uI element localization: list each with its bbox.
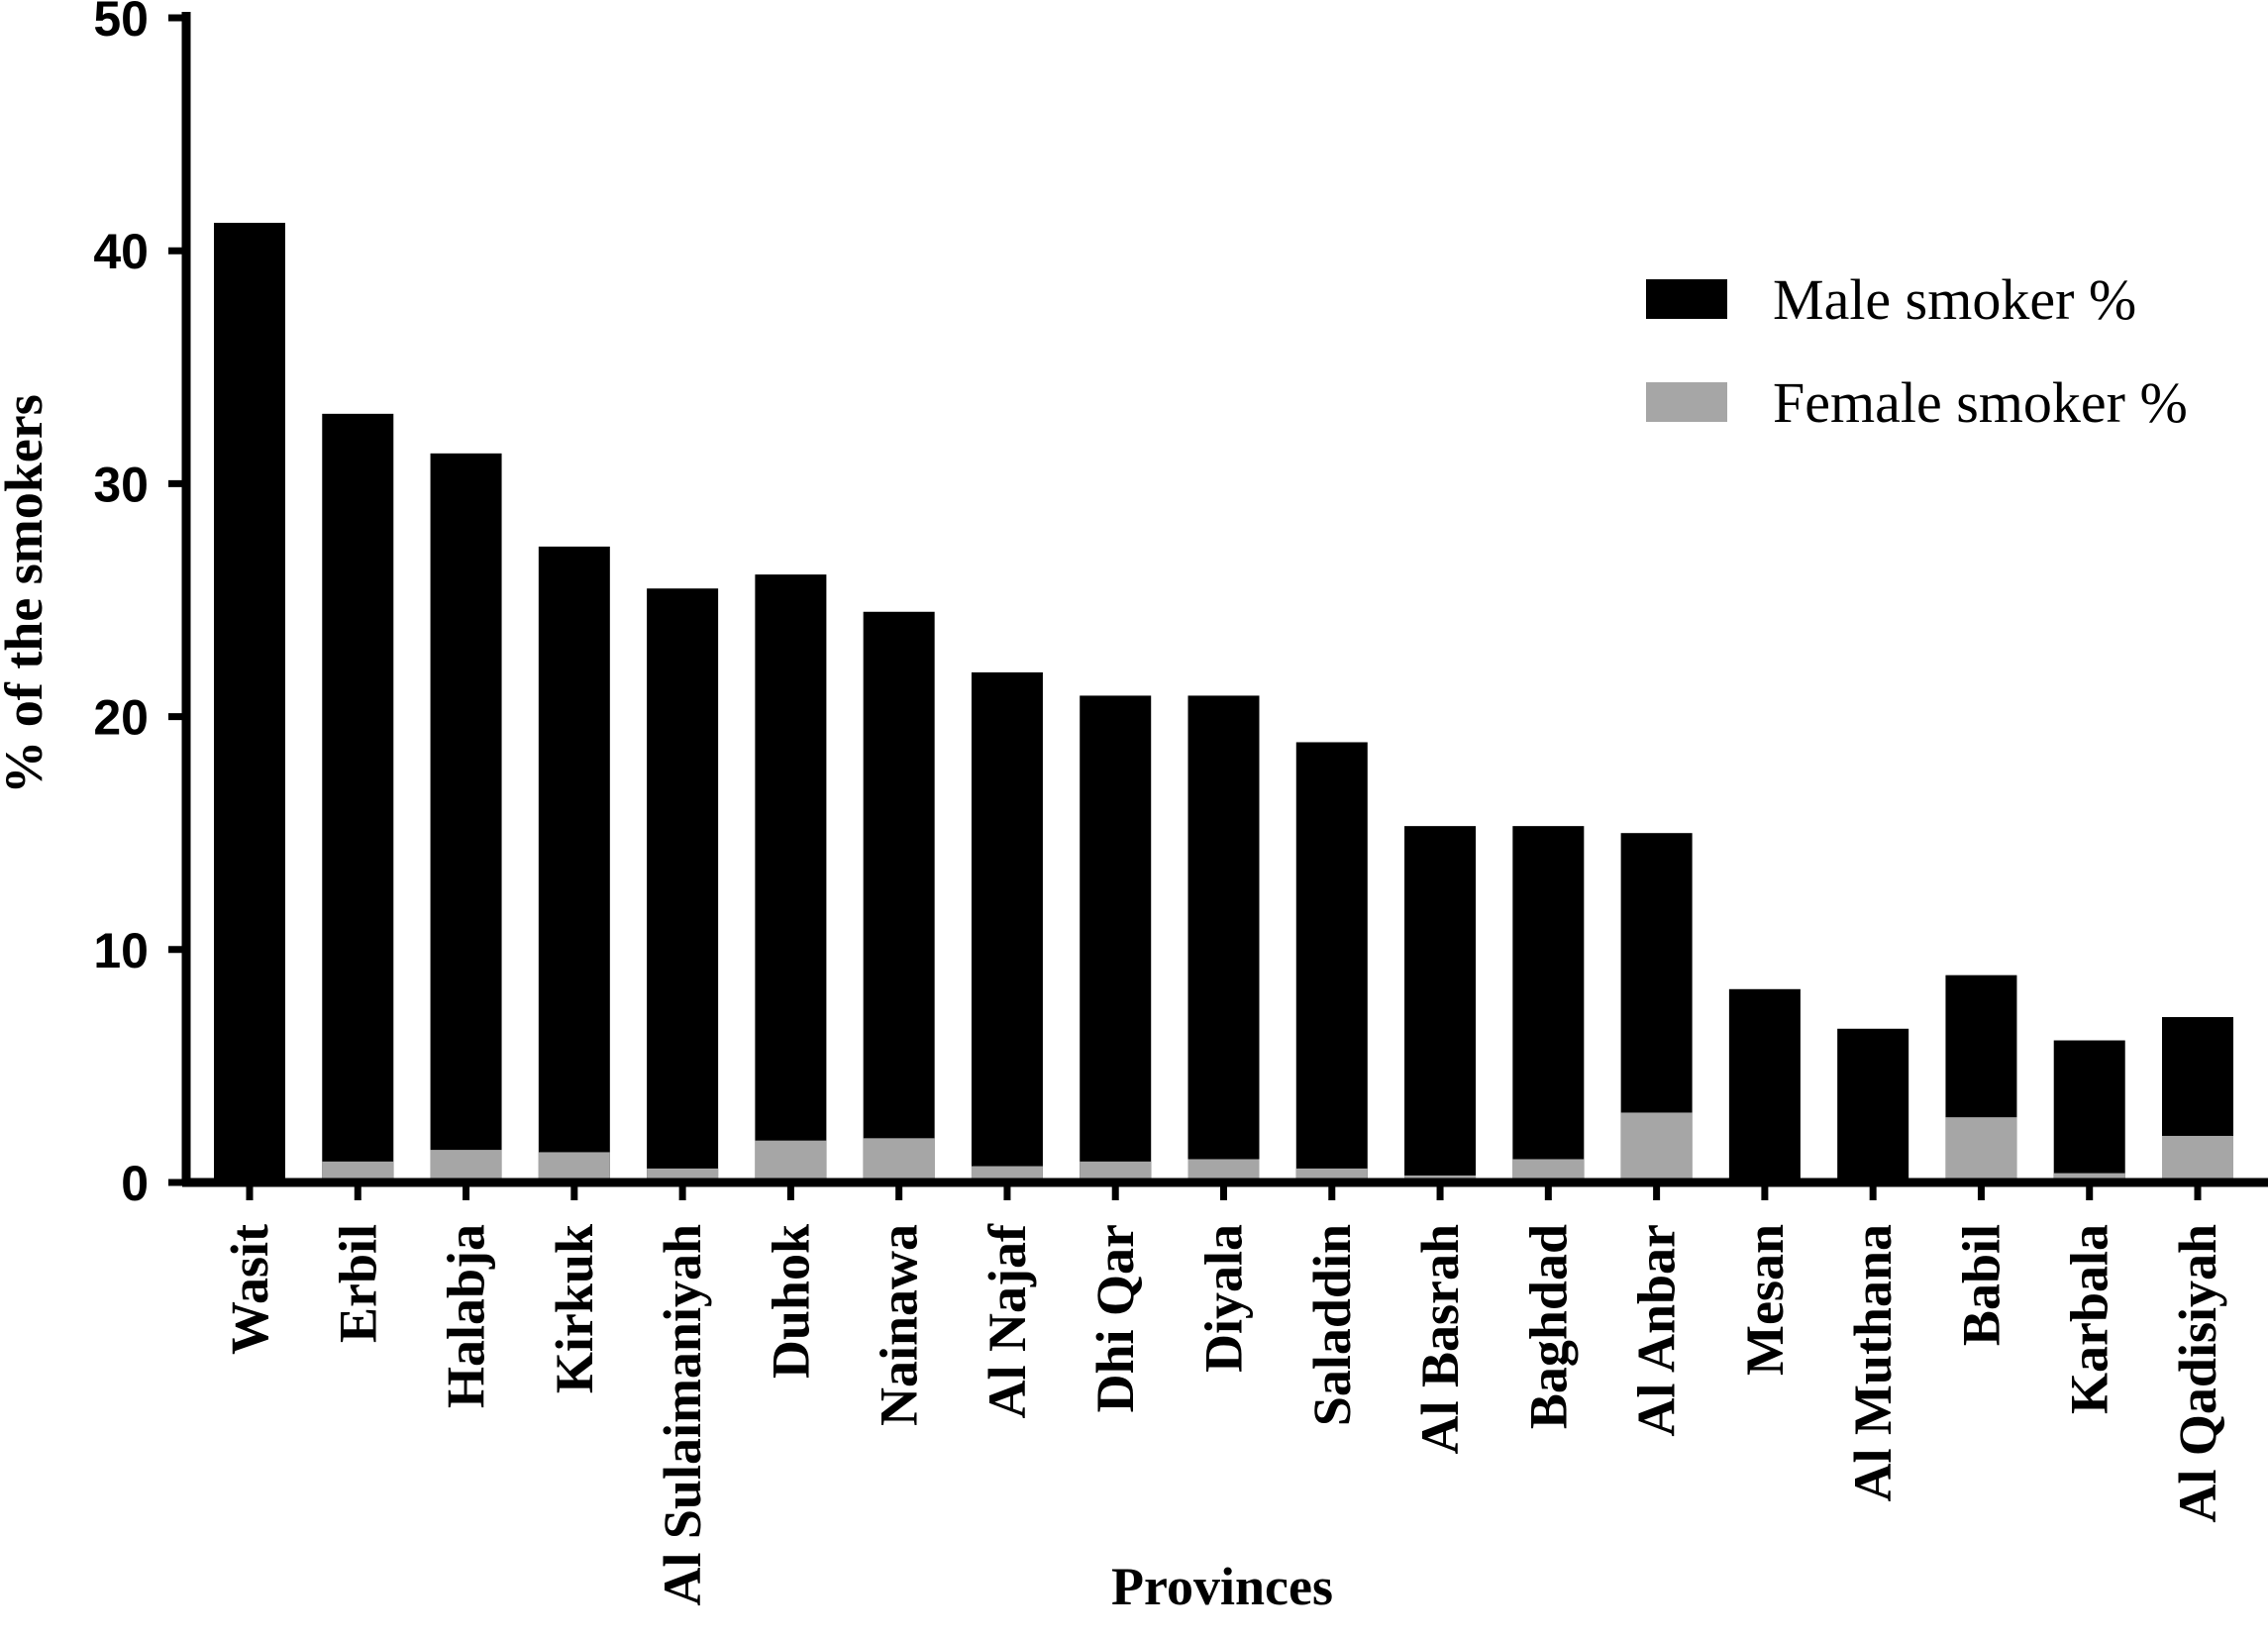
bar-male-halabja — [430, 453, 502, 1183]
bar-male-karbala — [2053, 1040, 2125, 1182]
bar-female-kirkuk — [538, 1152, 610, 1182]
x-axis-title: Provinces — [1111, 1557, 1333, 1616]
x-tick-label: Nainawa — [870, 1224, 929, 1426]
bar-female-halabja — [430, 1150, 502, 1182]
y-tick-label: 40 — [93, 224, 149, 279]
x-tick-label: Saladdin — [1302, 1224, 1362, 1426]
bar-female-nainawa — [863, 1138, 935, 1182]
y-tick-label: 30 — [93, 457, 149, 512]
x-tick-label: Baghdad — [1518, 1224, 1578, 1429]
x-tick-label: Duhok — [761, 1224, 820, 1379]
bar-male-dhi-qar — [1080, 695, 1152, 1182]
axes-layer — [181, 12, 2268, 1200]
legend-swatch-male — [1646, 279, 1727, 319]
bar-male-duhok — [755, 574, 827, 1182]
bar-female-dhi-qar — [1080, 1161, 1152, 1182]
x-tick-label: Erbil — [328, 1224, 387, 1343]
y-axis-title: % of the smokers — [0, 394, 53, 793]
bar-female-karbala — [2053, 1173, 2125, 1182]
x-tick-label: Al Najaf — [978, 1223, 1037, 1418]
x-tick-label: Al Anbar — [1627, 1224, 1687, 1437]
y-tick-label: 20 — [93, 690, 149, 746]
bar-female-al-anbar — [1620, 1112, 1693, 1182]
bar-female-erbil — [322, 1161, 394, 1182]
bar-male-al-basrah — [1404, 826, 1477, 1182]
bar-female-duhok — [755, 1140, 827, 1182]
legend-swatch-female — [1646, 382, 1727, 422]
bar-male-al-muthana — [1837, 1028, 1909, 1182]
y-tick-label: 10 — [93, 923, 149, 978]
bar-male-al-najaf — [971, 671, 1043, 1182]
x-tick-label: Diyala — [1194, 1224, 1254, 1373]
bar-male-erbil — [322, 413, 394, 1183]
x-tick-label: Wasit — [220, 1224, 279, 1355]
x-tick-labels: Wasit Erbil Halabja Kirkuk Al Sulaimaniyah Du… — [220, 1223, 2227, 1606]
bar-male-mesan — [1728, 988, 1801, 1182]
y-tick-label: 0 — [121, 1156, 149, 1211]
bar-male-nainawa — [863, 611, 935, 1182]
legend-label-female: Female smoker % — [1773, 370, 2188, 435]
bar-male-baghdad — [1512, 826, 1585, 1182]
y-tick-label: 50 — [93, 0, 149, 47]
x-tick-label: Al Qadisiyah — [2168, 1224, 2227, 1523]
legend-label-male: Male smoker % — [1773, 267, 2136, 332]
bar-male-kirkuk — [538, 546, 610, 1182]
bars-layer — [214, 222, 2233, 1183]
x-tick-label: Al Muthana — [1843, 1224, 1903, 1502]
x-tick-label: Karbala — [2060, 1224, 2119, 1414]
x-tick-label: Mesan — [1735, 1224, 1795, 1376]
bar-male-diyala — [1187, 695, 1260, 1182]
x-tick-label: Dhi Qar — [1085, 1224, 1145, 1413]
x-tick-label: Babil — [1951, 1224, 2010, 1346]
legend: Male smoker % Female smoker % — [1646, 267, 2188, 435]
x-tick-label: Kirkuk — [545, 1224, 604, 1393]
bar-female-babil — [1945, 1117, 2017, 1182]
x-tick-label: Halabja — [437, 1224, 496, 1408]
x-tick-label: Al Sulaimaniyah — [653, 1224, 712, 1606]
bar-female-al-qadisiyah — [2162, 1135, 2233, 1182]
bar-male-al-sulaimaniyah — [647, 588, 719, 1182]
bar-female-diyala — [1187, 1159, 1260, 1182]
x-tick-label: Al Basrah — [1410, 1224, 1470, 1455]
bar-male-saladdin — [1295, 742, 1368, 1182]
bar-female-baghdad — [1512, 1159, 1585, 1182]
y-ticks: 0 10 20 30 40 50 — [93, 0, 188, 1211]
bar-male-wasit — [214, 222, 285, 1182]
